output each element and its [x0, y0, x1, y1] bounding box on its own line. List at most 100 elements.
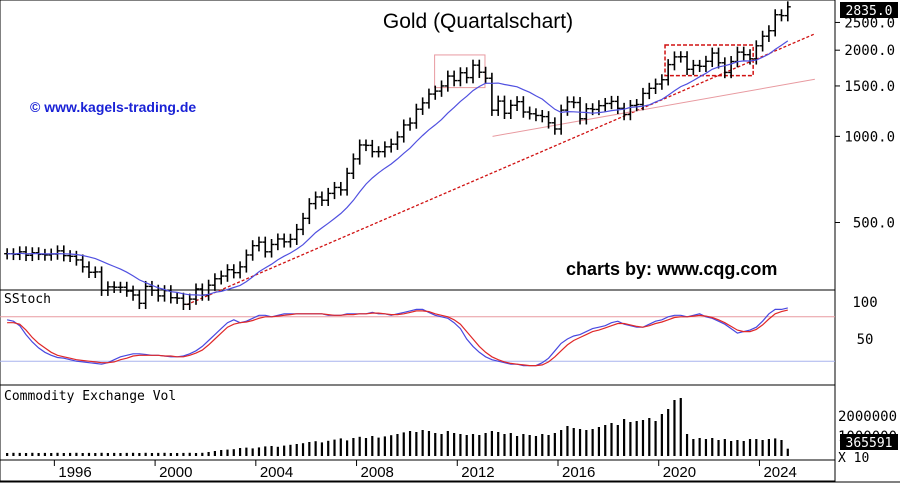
price-bar [476, 59, 483, 78]
price-bar [274, 233, 281, 251]
price-bar [130, 285, 137, 301]
price-bar [721, 57, 728, 79]
price-bar [249, 240, 256, 261]
x-tick-label: 2020 [663, 464, 696, 481]
price-bar [577, 97, 584, 125]
price-bar [331, 181, 338, 200]
price-bar [633, 99, 640, 112]
price-bar [545, 111, 552, 129]
price-panel-frame [0, 0, 836, 291]
watermark-left: © www.kagels-trading.de [30, 99, 196, 115]
stoch-y-axis: 100 50 [852, 295, 877, 348]
price-bar [671, 51, 678, 71]
price-bar [136, 289, 143, 310]
price-bar [457, 67, 464, 87]
price-bar [211, 273, 218, 291]
price-tick-label: 2000.0 [844, 43, 895, 59]
price-bar [362, 139, 369, 152]
price-bar [318, 191, 325, 206]
price-bar [432, 85, 439, 100]
last-price-label: 2835.0 [846, 4, 893, 19]
price-bar [85, 261, 92, 279]
price-bar [287, 233, 294, 248]
price-bar [104, 281, 111, 296]
price-bar [111, 281, 118, 293]
secondary-trendline [492, 78, 815, 137]
price-bar [715, 47, 722, 69]
price-bar [784, 1, 791, 22]
price-bar [98, 266, 105, 296]
price-bar [759, 30, 766, 52]
price-bar [608, 95, 615, 110]
price-bar [677, 51, 684, 63]
price-bar [306, 198, 313, 225]
price-bar [709, 47, 716, 68]
price-bar [237, 261, 244, 279]
price-bar [690, 59, 697, 76]
price-bar [570, 96, 577, 109]
price-bar [67, 250, 74, 263]
last-price-box [840, 2, 898, 18]
price-bar [73, 250, 80, 266]
price-bar [193, 283, 200, 305]
price-bar [92, 266, 99, 279]
volume-panel-frame [0, 384, 836, 461]
price-bar [344, 167, 351, 196]
price-bar [262, 236, 269, 258]
x-tick-label: 2016 [562, 464, 595, 481]
price-bar [684, 51, 691, 76]
price-bar [281, 233, 288, 248]
stoch-k-line [6, 307, 788, 367]
price-bar [350, 153, 357, 179]
stoch-tick-label: 50 [857, 332, 874, 348]
price-bar [438, 80, 445, 97]
x-tick-label: 2004 [260, 464, 293, 481]
price-bar [526, 106, 533, 120]
price-bar [488, 72, 495, 116]
price-bar [123, 281, 130, 297]
price-bar [407, 117, 414, 131]
price-bar [325, 187, 332, 206]
price-bar [696, 59, 703, 73]
watermark-right: charts by: www.cqg.com [566, 259, 777, 279]
price-bar [186, 293, 193, 310]
x-tick-label: 2008 [361, 464, 394, 481]
price-bar [646, 82, 653, 100]
price-bar [658, 74, 665, 90]
price-bar [413, 103, 420, 129]
price-bar [312, 191, 319, 210]
stoch-d-line [7, 309, 788, 367]
price-bar [300, 212, 307, 236]
price-bar [148, 280, 155, 296]
x-axis-strip [0, 459, 836, 482]
price-bar [180, 292, 187, 310]
price-bar [400, 119, 407, 143]
price-tick-label: 1000.0 [844, 129, 895, 145]
support-trendline [186, 33, 816, 306]
price-bar [602, 97, 609, 112]
price-bar [532, 108, 539, 122]
price-bar [268, 239, 275, 258]
price-bar [218, 270, 225, 285]
volume-bars [6, 398, 789, 456]
price-bar [356, 139, 363, 165]
price-bar [470, 59, 477, 84]
price-bar [388, 138, 395, 153]
price-bar [778, 9, 785, 22]
price-bar [337, 181, 344, 196]
price-bar [551, 117, 558, 135]
x-tick-label: 2012 [461, 464, 494, 481]
price-bar [772, 9, 779, 37]
price-bar [224, 264, 231, 282]
price-bar [79, 254, 86, 273]
price-bar [243, 249, 250, 273]
price-tick-label: 2500.0 [844, 15, 895, 31]
price-bar [728, 56, 735, 79]
stoch-panel-frame [0, 289, 836, 386]
x-tick-label: 2000 [159, 464, 192, 481]
price-bar [482, 66, 489, 84]
price-bar [394, 131, 401, 150]
price-bar [520, 96, 527, 118]
price-bar [507, 99, 514, 119]
